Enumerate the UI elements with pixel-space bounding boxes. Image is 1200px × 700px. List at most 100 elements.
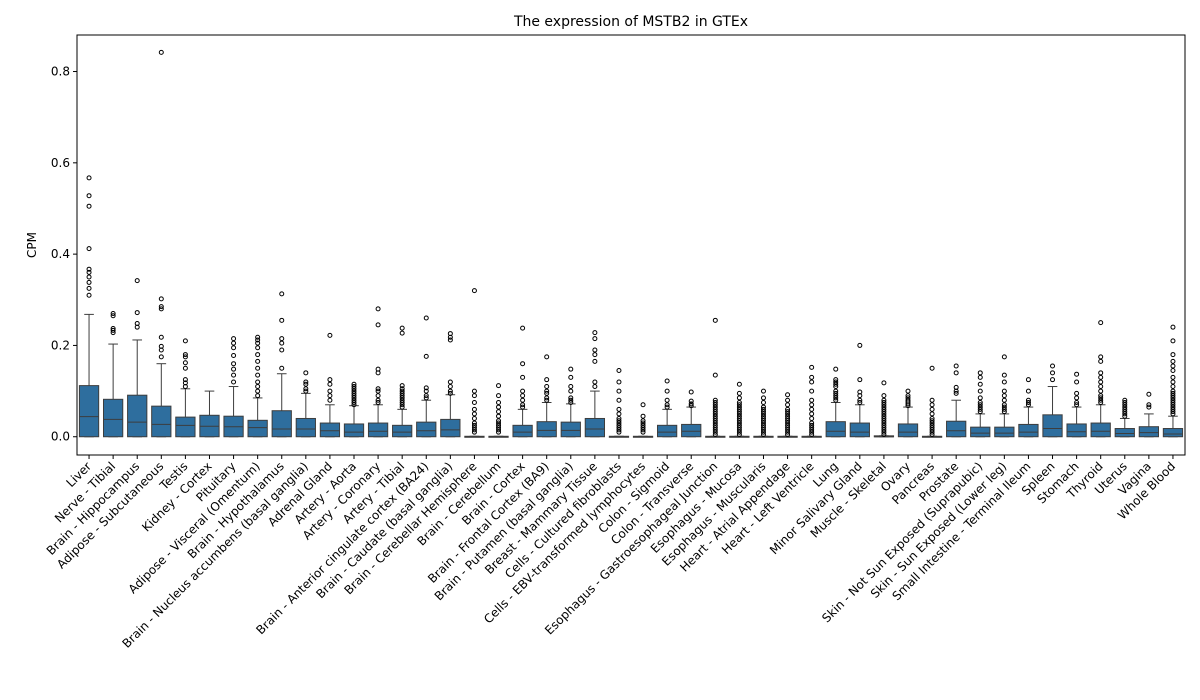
outlier-point [496,383,502,389]
outlier-point [158,296,164,302]
outlier-point [977,402,983,408]
outlier-point [640,429,646,435]
outlier-point [520,325,526,331]
outlier-point [736,409,742,415]
outlier-point [616,406,622,412]
outlier-point [231,372,237,378]
outlier-point [255,388,261,394]
outlier-point [327,381,333,387]
outlier-point [881,425,887,431]
outlier-point [881,406,887,412]
box [970,426,991,438]
outlier-point [929,420,935,426]
outlier-point [688,401,694,407]
outlier-point [568,395,574,401]
outlier-point [471,420,477,426]
outlier-point [1146,404,1152,410]
box [584,417,606,438]
outlier-point [929,411,935,417]
outlier-point [785,406,791,412]
outlier-point [712,420,718,426]
outlier-point [712,406,718,412]
y-tick-label: 0.0 [51,430,70,444]
outlier-point [712,409,718,415]
box [897,423,919,438]
outlier-point [1170,400,1176,405]
outlier-point [255,345,261,351]
outlier-point [640,418,646,424]
outlier-point [809,402,815,408]
outlier-point [375,322,381,328]
outlier-point [471,411,477,417]
outlier-point [568,397,574,403]
outlier-point [640,420,646,426]
outlier-point [1122,402,1128,408]
outlier-point [1098,354,1104,360]
outlier-point [929,365,935,371]
outlier-point [712,413,718,419]
outlier-point [1074,402,1080,408]
outlier-point [255,372,261,378]
outlier-point [327,393,333,399]
outlier-point [833,384,839,390]
outlier-point [520,393,526,399]
outlier-point [712,372,718,378]
outlier-point [182,352,188,358]
outlier-point [568,374,574,380]
outlier-point [471,422,477,428]
box [1066,423,1087,438]
outlier-point [375,306,381,312]
outlier-point [809,427,815,433]
outlier-point [1098,397,1104,403]
outlier-point [447,384,453,390]
outlier-point [1170,358,1176,364]
outlier-point [351,390,357,396]
outlier-point [881,415,887,421]
outlier-point [736,418,742,424]
outlier-point [1098,384,1104,390]
outlier-point [544,395,550,401]
outlier-point [616,420,622,426]
outlier-point [785,397,791,403]
outlier-point [520,397,526,403]
outlier-point [544,388,550,394]
outlier-point [520,402,526,408]
outlier-point [496,400,502,405]
outlier-point [809,420,815,426]
outlier-point [399,395,405,401]
outlier-point [977,374,983,380]
outlier-point [857,400,863,405]
outlier-point [1098,374,1104,380]
outlier-point [640,402,646,408]
outlier-point [881,413,887,419]
outlier-point [1122,409,1128,415]
outlier-point [399,402,405,408]
outlier-point [1122,413,1128,419]
outlier-point [905,388,911,394]
outlier-point [351,384,357,390]
box [1114,428,1135,438]
outlier-point [86,246,92,252]
y-tick-label: 0.6 [51,156,70,170]
outlier-point [881,397,887,403]
outlier-point [640,422,646,428]
outlier-point [905,395,911,401]
outlier-point [760,420,766,426]
box [946,420,967,438]
outlier-point [881,418,887,424]
box [416,421,437,438]
outlier-point [1122,397,1128,403]
outlier-point [881,404,887,410]
outlier-point [881,431,887,437]
outlier-point [881,427,887,433]
outlier-point [616,411,622,417]
outlier-point [86,203,92,209]
outlier-point [423,353,429,359]
outlier-point [977,404,983,410]
outlier-point [568,388,574,394]
outlier-point [1098,400,1104,405]
box [1162,428,1184,438]
outlier-point [1025,400,1031,405]
outlier-point [496,422,502,428]
outlier-point [158,304,164,310]
